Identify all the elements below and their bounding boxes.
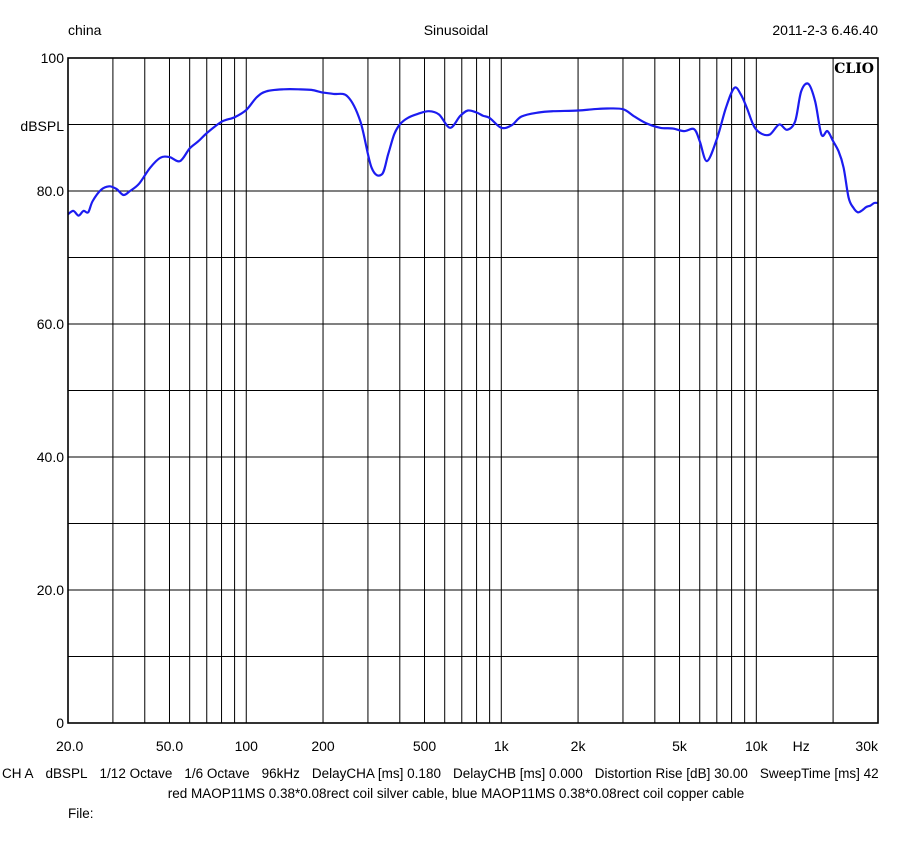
y-axis-label: dBSPL xyxy=(20,118,64,134)
x-tick-label: 100 xyxy=(235,738,259,754)
header-left-label: china xyxy=(68,22,102,38)
plot-frame xyxy=(67,57,879,724)
y-tick-label: 20.0 xyxy=(37,582,64,598)
timestamp-label: 2011-2-3 6.46.40 xyxy=(772,22,878,38)
y-tick-label: 0 xyxy=(56,715,64,731)
setting-item: SweepTime [ms] 42 xyxy=(759,766,879,781)
setting-item: 96kHz xyxy=(261,766,300,781)
setting-item: DelayCHA [ms] 0.180 xyxy=(311,766,441,781)
x-tick-label: 500 xyxy=(413,738,437,754)
x-axis: 20.0 50.0 100 200 500 1k 2k 5k 10k 30k Hz xyxy=(56,738,879,754)
x-tick-label: 2k xyxy=(571,738,587,754)
measurement-settings-line: CH A dBSPL 1/12 Octave 1/6 Octave 96kHz Delay… xyxy=(2,766,891,781)
setting-item: 1/12 Octave xyxy=(99,766,173,781)
x-tick-label: 50.0 xyxy=(156,738,183,754)
chart-caption: red MAOP11MS 0.38*0.08rect coil silver c… xyxy=(167,786,745,801)
x-tick-label: 200 xyxy=(311,738,335,754)
y-tick-label: 100 xyxy=(41,50,65,66)
series-line xyxy=(67,82,879,217)
x-axis-unit-label: Hz xyxy=(793,738,810,754)
setting-item: 1/6 Octave xyxy=(184,766,250,781)
frequency-response-chart: 100 80.0 60.0 40.0 20.0 0 20.0 50.0 100 200 500 1k… xyxy=(20,50,879,754)
chart-series-layer xyxy=(67,82,879,217)
x-tick-label: 30k xyxy=(855,738,879,754)
brand-logo: CLIO xyxy=(834,61,874,77)
y-tick-label: 60.0 xyxy=(37,316,64,332)
setting-item: CH A xyxy=(2,766,34,781)
setting-item: Distortion Rise [dB] 30.00 xyxy=(594,766,748,781)
chart-grid xyxy=(67,57,879,724)
x-tick-label: 1k xyxy=(494,738,510,754)
x-tick-label: 20.0 xyxy=(56,738,83,754)
y-axis: 100 80.0 60.0 40.0 20.0 0 xyxy=(37,50,64,731)
y-tick-label: 40.0 xyxy=(37,449,64,465)
measurement-type-label: Sinusoidal xyxy=(423,22,489,38)
file-label: File: xyxy=(68,806,94,821)
setting-item: DelayCHB [ms] 0.000 xyxy=(452,766,583,781)
y-tick-label: 80.0 xyxy=(37,183,64,199)
x-tick-label: 10k xyxy=(745,738,769,754)
x-tick-label: 5k xyxy=(672,738,688,754)
setting-item: dBSPL xyxy=(45,766,88,781)
